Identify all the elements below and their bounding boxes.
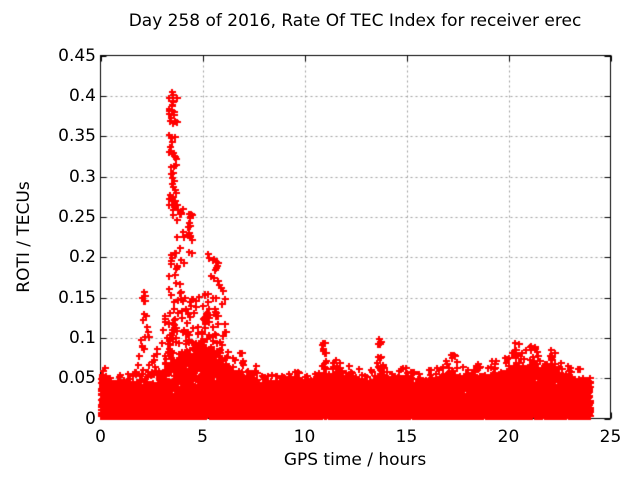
x-tick-label: 20 xyxy=(497,427,520,447)
x-tick-label: 15 xyxy=(395,427,418,447)
y-tick-label: 0.35 xyxy=(58,126,96,147)
y-tick-label: 0.4 xyxy=(68,85,96,106)
y-tick-label: 0.15 xyxy=(58,287,96,308)
y-tick-label: 0.05 xyxy=(58,368,96,389)
y-tick-label: 0.1 xyxy=(68,327,96,348)
x-tick-label: 5 xyxy=(197,427,208,447)
x-tick-label: 25 xyxy=(599,427,622,447)
y-tick-label: 0.25 xyxy=(58,206,96,227)
y-tick-label: 0.2 xyxy=(68,247,96,268)
x-tick-label: 10 xyxy=(293,427,316,447)
chart-title: Day 258 of 2016, Rate Of TEC Index for r… xyxy=(128,11,582,31)
y-tick-label: 0.45 xyxy=(58,45,96,66)
y-tick-label: 0.3 xyxy=(68,166,96,187)
y-tick-label: 0 xyxy=(85,408,96,429)
x-tick-label: 0 xyxy=(95,427,106,447)
y-axis-label: ROTI / TECUs xyxy=(14,181,34,293)
x-axis-label: GPS time / hours xyxy=(283,450,427,470)
